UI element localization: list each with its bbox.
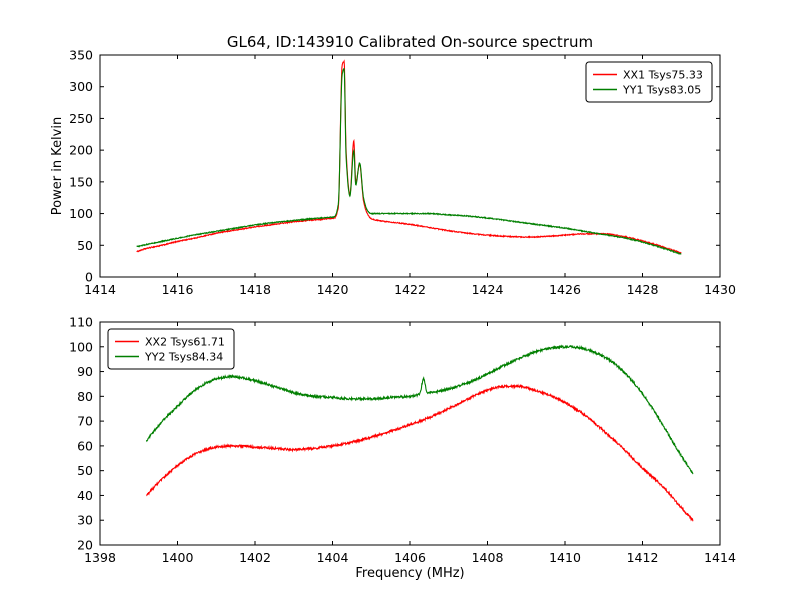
x-tick-label: 1400	[162, 550, 194, 565]
y-tick-label: 20	[77, 538, 93, 553]
legend-box	[107, 328, 235, 370]
x-tick-label: 1412	[627, 550, 659, 565]
legend-entry-label: XX1 Tsys75.33	[623, 68, 703, 81]
x-tick-label: 1418	[239, 282, 271, 297]
x-tick-label: 1426	[549, 282, 581, 297]
x-tick-label: 1428	[627, 282, 659, 297]
y-tick-label: 110	[69, 315, 93, 330]
x-tick-label: 1402	[239, 550, 271, 565]
x-tick-label: 1404	[317, 550, 349, 565]
x-tick-label: 1398	[84, 550, 116, 565]
y-tick-label: 40	[77, 488, 93, 503]
x-tick-label: 1430	[704, 282, 736, 297]
y-tick-label: 80	[77, 389, 93, 404]
x-axis-label: Frequency (MHz)	[355, 566, 465, 581]
series-line-xx2	[146, 383, 694, 522]
y-tick-label: 200	[69, 143, 93, 158]
y-axis-label: Power in Kelvin	[50, 116, 65, 216]
y-tick-label: 100	[69, 206, 93, 221]
x-tick-label: 1414	[704, 550, 736, 565]
x-tick-label: 1422	[394, 282, 426, 297]
y-tick-label: 0	[85, 270, 93, 285]
series-line-yy1	[136, 68, 682, 255]
y-tick-label: 50	[77, 463, 93, 478]
legend-entry-label: YY1 Tsys83.05	[622, 83, 701, 96]
x-tick-label: 1410	[549, 550, 581, 565]
x-tick-label: 1406	[394, 550, 426, 565]
series-line-xx1	[136, 59, 682, 254]
x-tick-label: 1420	[317, 282, 349, 297]
y-tick-label: 350	[69, 48, 93, 63]
chart-title: GL64, ID:143910 Calibrated On-source spe…	[226, 33, 594, 51]
y-tick-label: 300	[69, 79, 93, 94]
y-tick-label: 60	[77, 438, 93, 453]
x-tick-label: 1414	[84, 282, 116, 297]
x-tick-label: 1408	[472, 550, 504, 565]
y-tick-label: 100	[69, 339, 93, 354]
legend: XX1 Tsys75.33 YY1 Tsys83.05	[585, 61, 713, 103]
legend: XX2 Tsys61.71 YY2 Tsys84.34	[107, 328, 235, 370]
x-tick-label: 1424	[472, 282, 504, 297]
y-tick-label: 90	[77, 364, 93, 379]
legend-box	[585, 61, 713, 103]
y-tick-label: 150	[69, 174, 93, 189]
series-line-yy2	[145, 344, 694, 475]
y-tick-label: 30	[77, 513, 93, 528]
legend-entry-label: XX2 Tsys61.71	[145, 335, 225, 348]
y-tick-label: 50	[77, 238, 93, 253]
y-tick-label: 250	[69, 111, 93, 126]
legend-entry-label: YY2 Tsys84.34	[144, 350, 223, 363]
y-tick-label: 70	[77, 414, 93, 429]
x-tick-label: 1416	[162, 282, 194, 297]
